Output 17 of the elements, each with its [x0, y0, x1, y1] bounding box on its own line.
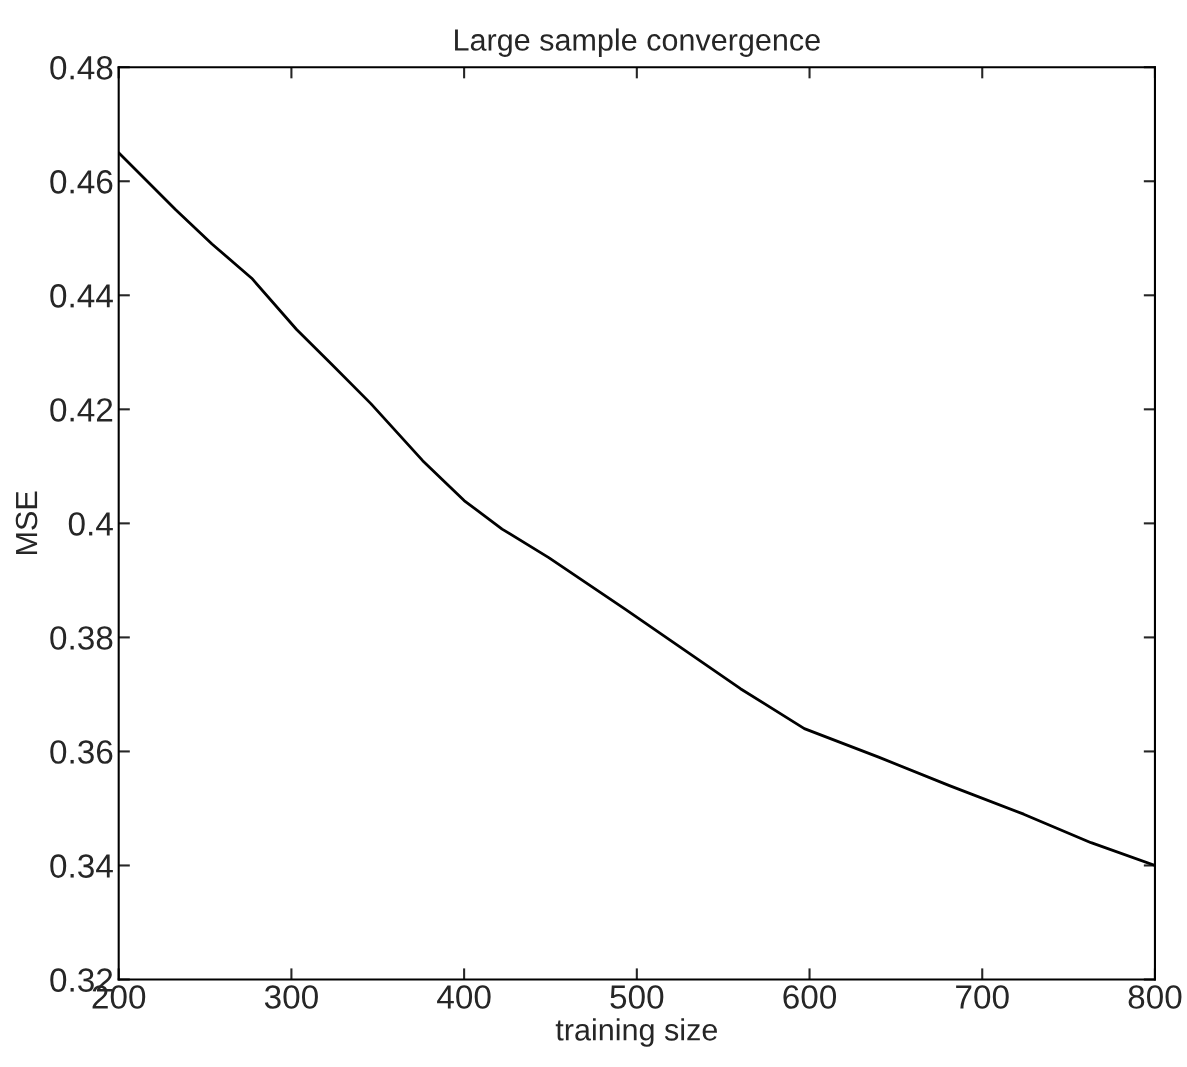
- x-tick-label: 500: [610, 985, 664, 1009]
- x-tick-label: 300: [264, 985, 318, 1009]
- y-tick-label: 0.36: [50, 740, 113, 764]
- x-tick-label: 600: [783, 985, 837, 1009]
- y-tick-label: 0.34: [50, 854, 113, 878]
- y-tick-label: 0.38: [50, 626, 113, 650]
- y-tick-label: 0.42: [50, 398, 113, 422]
- x-tick-label: 700: [956, 985, 1009, 1009]
- y-tick-label: 0.4: [68, 512, 113, 536]
- y-tick-label: 0.46: [50, 170, 113, 194]
- y-axis-title: MSE: [15, 491, 38, 554]
- x-tick-label: 800: [1128, 985, 1182, 1009]
- x-axis-title: training size: [555, 1018, 717, 1047]
- y-tick-label: 0.44: [50, 284, 113, 308]
- y-tick-label: 0.48: [50, 56, 113, 80]
- chart-title: Large sample convergence: [455, 28, 820, 57]
- x-tick-label: 400: [437, 985, 491, 1009]
